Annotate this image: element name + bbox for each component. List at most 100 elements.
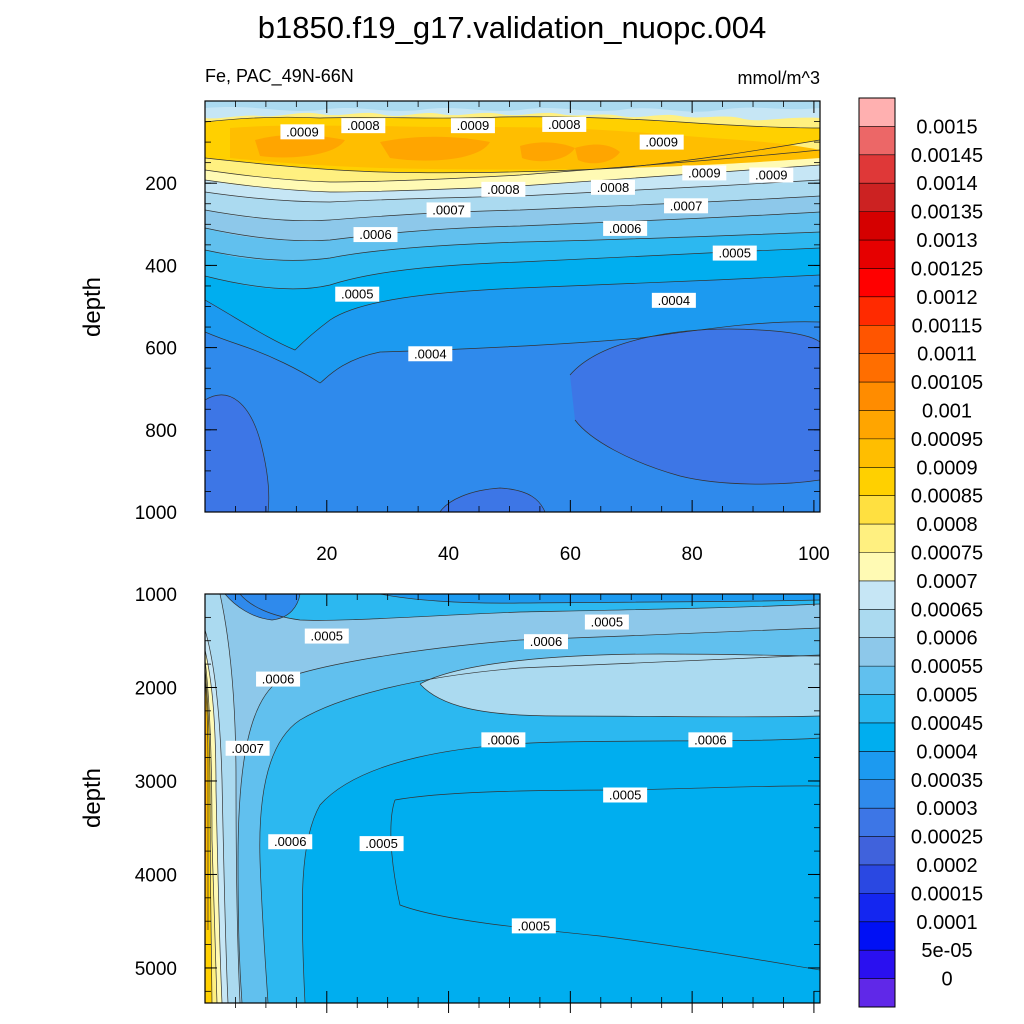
colorbar-swatch: [859, 240, 895, 269]
contour-label-bg: [542, 116, 587, 132]
colorbar-label: 0.00105: [911, 372, 983, 394]
contour-label-text: .0008: [347, 118, 380, 133]
lower-band-00060: [205, 594, 820, 1003]
contour-label-bg: [639, 134, 684, 150]
contour-label-bg: [664, 198, 709, 214]
colorbar-label: 0.00065: [911, 599, 983, 621]
contour-label-bg: [341, 118, 386, 134]
lower-y-tick-label: 1000: [135, 585, 177, 606]
contour-label-text: .0005: [311, 629, 344, 644]
contour-label-bg: [408, 346, 453, 362]
contour-label-bg: [749, 167, 794, 183]
contour-label-bg: [426, 202, 471, 218]
colorbar-label: 0.0006: [916, 628, 977, 650]
colorbar-swatch: [859, 694, 895, 724]
contour-label-bg: [481, 732, 526, 748]
contour-label-text: .0007: [231, 741, 264, 756]
contour-label-text: .0009: [755, 167, 788, 182]
colorbar-swatch: [859, 893, 895, 923]
upper-contour-label: .0008: [590, 179, 635, 195]
upper-contour-label: .0009: [639, 134, 684, 150]
upper-contour-label: .0008: [542, 116, 587, 132]
colorbar-label: 0.00125: [911, 258, 983, 280]
colorbar-label: 0.00035: [911, 770, 983, 792]
contour-label-bg: [603, 787, 648, 803]
colorbar-frame: [858, 97, 896, 1008]
contour-label-text: .0006: [609, 221, 642, 236]
x-tick-label: 80: [682, 544, 703, 565]
lower-core-00065: [420, 654, 820, 717]
colorbar-swatch: [859, 637, 895, 667]
colorbar-swatch: [859, 98, 895, 127]
colorbar-swatch: [859, 410, 895, 440]
lower-y-tick-label: 2000: [135, 678, 177, 699]
lower-contour-label: .0006: [523, 634, 568, 650]
contour-label-bg: [353, 227, 398, 243]
contour-label-text: .0008: [597, 180, 630, 195]
upper-y-tick-label: 800: [145, 421, 177, 442]
colorbar-swatch: [859, 126, 895, 156]
contour-label-text: .0005: [341, 287, 374, 302]
colorbar-swatch: [859, 183, 895, 212]
lower-contour-label: .0005: [603, 787, 648, 803]
contour-label-text: .0009: [688, 165, 721, 180]
upper-contour-label: .0008: [481, 181, 526, 197]
colorbar-swatch: [859, 382, 895, 411]
x-tick-label: 100: [798, 544, 830, 565]
contour-label-bg: [268, 834, 313, 850]
colorbar-swatch: [859, 552, 895, 582]
contour-label-text: .0009: [286, 124, 319, 139]
upper-y-tick-label: 1000: [135, 503, 177, 524]
contour-label-text: .0004: [658, 293, 691, 308]
contour-label-bg: [225, 740, 270, 756]
upper-band-00095-a: [255, 134, 345, 158]
lower-y-tick-label: 5000: [135, 959, 177, 980]
contour-label-text: .0008: [548, 117, 581, 132]
lower-plot-frame: [204, 593, 821, 1004]
colorbar-label: 0.0002: [916, 855, 977, 877]
colorbar-label: 0.0008: [916, 514, 977, 536]
colorbar-swatch: [859, 580, 895, 610]
colorbar-label: 0.0005: [916, 685, 977, 707]
contour-label-bg: [304, 628, 349, 644]
contour-label-text: .0004: [414, 346, 447, 361]
colorbar-label: 0.00135: [911, 202, 983, 224]
contour-label-text: .0005: [718, 246, 751, 261]
contour-label-text: .0005: [518, 918, 551, 933]
colorbar-swatch: [859, 268, 895, 298]
colorbar-swatch: [859, 864, 895, 894]
lower-contour-label: .0005: [304, 628, 349, 644]
upper-band-00095-c: [520, 142, 575, 162]
lower-contour-fill: [205, 594, 820, 1003]
colorbar: 0.0015 0.00145 0.0014 0.00135 0.0013 0.00125 0…: [858, 97, 983, 1008]
lower-y-tick-label: 4000: [135, 865, 177, 886]
contour-label-text: .0007: [670, 198, 703, 213]
contour-label-text: .0009: [457, 118, 490, 133]
upper-contour-label: .0007: [664, 198, 709, 214]
lower-contour-label: .0006: [256, 671, 301, 687]
contour-label-bg: [523, 634, 568, 650]
chart-title: b1850.f19_g17.validation_nuopc.004: [258, 10, 767, 45]
upper-band-00030-west: [205, 394, 269, 512]
colorbar-label: 0.0004: [916, 741, 977, 763]
contour-label-text: .0005: [365, 836, 398, 851]
variable-label: Fe, PAC_49N-66N: [205, 66, 354, 87]
upper-contour-label: .0009: [682, 165, 727, 181]
contour-label-bg: [590, 179, 635, 195]
upper-band-00095-d: [575, 144, 620, 164]
units-label: mmol/m^3: [738, 68, 820, 88]
colorbar-swatch: [859, 978, 895, 1008]
colorbar-label: 0.0014: [916, 173, 977, 195]
colorbar-label: 0: [941, 969, 952, 991]
colorbar-swatch: [859, 438, 895, 468]
upper-contour-label: .0005: [712, 245, 757, 261]
upper-contour-fill: [205, 101, 820, 512]
upper-y-tick-label: 600: [145, 339, 177, 360]
upper-band-00030: [570, 329, 820, 485]
colorbar-label: 0.0012: [916, 287, 977, 309]
colorbar-label: 0.00055: [911, 656, 983, 678]
lower-contour-label: .0006: [268, 834, 313, 850]
contour-label-text: .0006: [262, 672, 295, 687]
upper-contour-label: .0009: [450, 118, 495, 134]
